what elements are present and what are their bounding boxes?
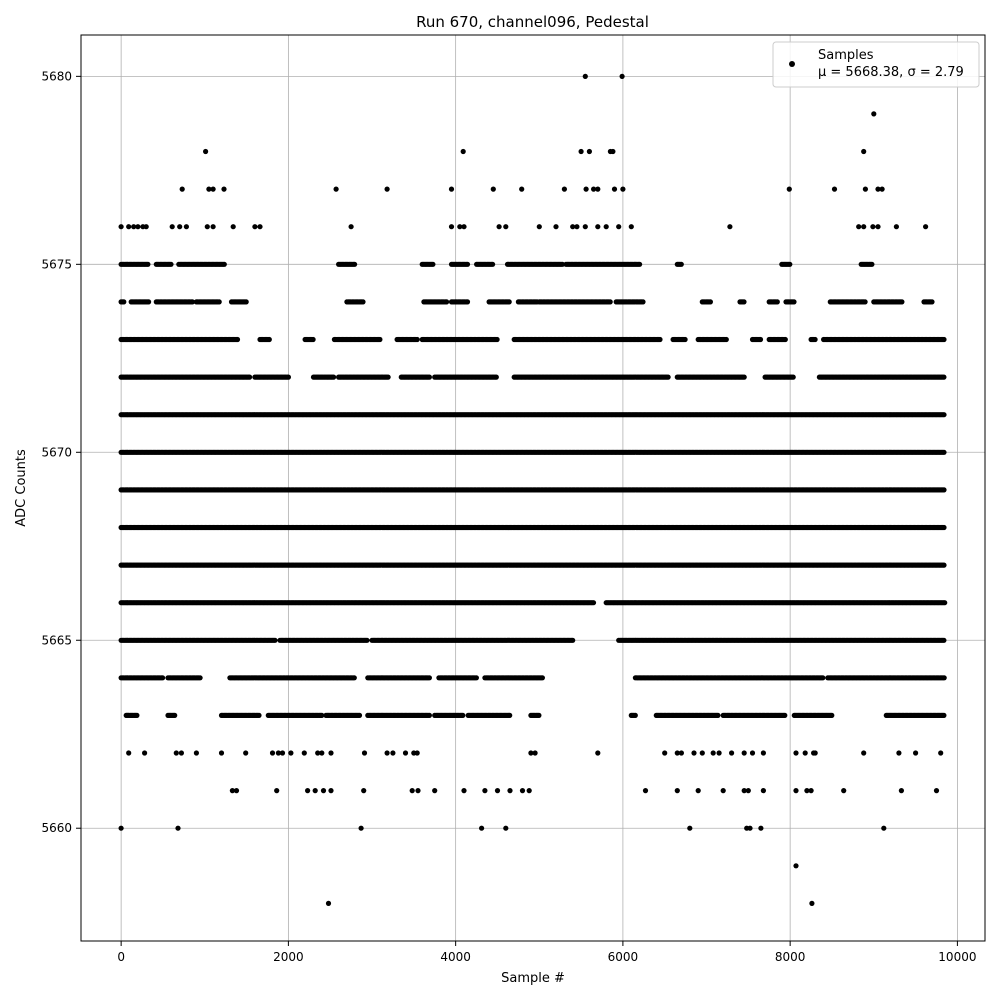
data-point xyxy=(426,374,432,380)
data-point xyxy=(221,261,227,267)
data-point xyxy=(707,299,714,305)
data-point xyxy=(678,261,684,267)
data-point xyxy=(310,336,316,343)
data-point xyxy=(657,336,663,343)
data-point xyxy=(682,336,688,343)
data-point xyxy=(640,299,646,305)
chart-title: Run 670, channel096, Pedestal xyxy=(416,13,649,31)
data-point xyxy=(791,299,797,305)
data-point xyxy=(385,374,391,380)
data-point xyxy=(285,374,291,380)
data-point xyxy=(243,299,249,305)
data-point xyxy=(146,299,152,305)
data-point xyxy=(607,299,613,305)
data-point xyxy=(464,299,471,305)
data-point xyxy=(812,336,818,343)
data-point xyxy=(941,374,947,380)
data-point xyxy=(790,374,796,380)
data-point xyxy=(941,562,947,568)
data-point xyxy=(869,261,875,267)
data-point xyxy=(266,336,272,343)
data-point xyxy=(121,299,127,305)
data-point xyxy=(506,299,512,305)
data-point xyxy=(782,336,788,343)
data-point xyxy=(444,299,450,305)
data-point xyxy=(941,487,947,493)
scatter-points xyxy=(118,73,948,907)
data-point xyxy=(787,261,793,267)
data-point xyxy=(559,261,566,267)
data-point xyxy=(494,336,500,343)
data-point xyxy=(774,299,780,305)
data-point xyxy=(377,336,383,343)
data-point xyxy=(430,261,436,267)
data-point xyxy=(741,374,747,380)
data-point xyxy=(590,600,597,606)
data-point xyxy=(189,299,195,305)
data-point xyxy=(360,299,366,305)
data-point xyxy=(464,261,471,267)
data-point xyxy=(941,336,947,343)
data-point xyxy=(414,336,420,343)
data-point xyxy=(145,261,151,267)
data-point xyxy=(331,374,337,380)
data-point xyxy=(757,336,764,343)
data-point xyxy=(741,299,747,305)
data-point xyxy=(941,412,947,418)
data-point xyxy=(723,336,729,343)
data-point xyxy=(490,261,496,267)
data-point xyxy=(665,374,671,380)
data-point xyxy=(352,261,358,267)
data-point xyxy=(493,374,499,380)
data-point xyxy=(168,261,174,267)
data-point xyxy=(929,299,935,305)
data-point xyxy=(216,299,222,305)
data-point xyxy=(637,261,643,267)
data-point xyxy=(941,449,947,455)
data-point xyxy=(247,374,253,380)
data-point xyxy=(862,299,868,305)
data-point xyxy=(941,524,947,531)
data-point xyxy=(899,299,905,305)
data-point xyxy=(234,336,241,343)
